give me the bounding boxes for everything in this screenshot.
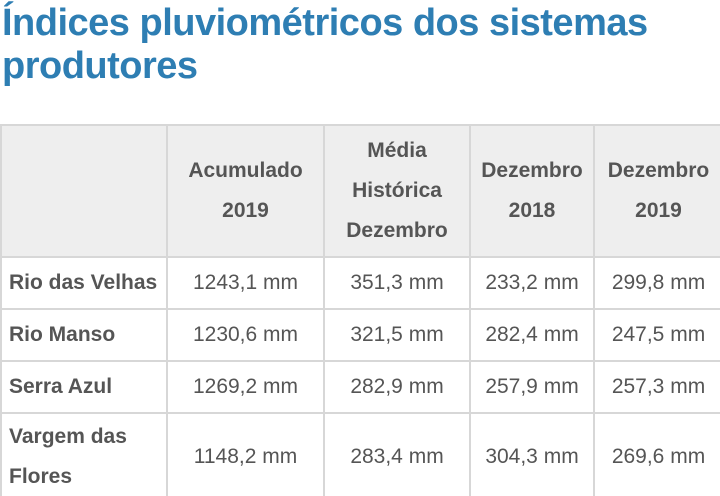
header-dezembro-2019: Dezembro 2019 — [593, 124, 720, 258]
table-cell: 1230,6 mm — [166, 308, 325, 362]
header-dezembro-2018: Dezembro 2018 — [469, 124, 595, 258]
table-cell: 269,6 mm — [593, 412, 720, 496]
table-row: Serra Azul 1269,2 mm 282,9 mm 257,9 mm 2… — [0, 360, 720, 414]
table-cell: 282,4 mm — [469, 308, 595, 362]
table-cell: 1269,2 mm — [166, 360, 325, 414]
header-acumulado-2019: Acumulado 2019 — [166, 124, 325, 258]
row-name: Rio das Velhas — [0, 256, 168, 310]
table-row: Vargem das Flores 1148,2 mm 283,4 mm 304… — [0, 412, 720, 496]
row-name: Rio Manso — [0, 308, 168, 362]
table-cell: 1243,1 mm — [166, 256, 325, 310]
page-title: Índices pluviométricos dos sistemas prod… — [2, 2, 648, 87]
table-cell: 1148,2 mm — [166, 412, 325, 496]
table-cell: 257,9 mm — [469, 360, 595, 414]
rainfall-table: Acumulado 2019 Média Histórica Dezembro … — [0, 124, 720, 496]
table-cell: 304,3 mm — [469, 412, 595, 496]
table-header-row: Acumulado 2019 Média Histórica Dezembro … — [0, 124, 720, 258]
row-name: Serra Azul — [0, 360, 168, 414]
table-cell: 283,4 mm — [323, 412, 471, 496]
row-name: Vargem das Flores — [0, 412, 168, 496]
table-cell: 351,3 mm — [323, 256, 471, 310]
table-row: Rio Manso 1230,6 mm 321,5 mm 282,4 mm 24… — [0, 308, 720, 362]
table-row: Rio das Velhas 1243,1 mm 351,3 mm 233,2 … — [0, 256, 720, 310]
table-cell: 299,8 mm — [593, 256, 720, 310]
header-cell-empty — [0, 124, 168, 258]
table-cell: 321,5 mm — [323, 308, 471, 362]
table-cell: 247,5 mm — [593, 308, 720, 362]
table-cell: 282,9 mm — [323, 360, 471, 414]
table-cell: 233,2 mm — [469, 256, 595, 310]
header-media-historica-dezembro: Média Histórica Dezembro — [323, 124, 471, 258]
table-cell: 257,3 mm — [593, 360, 720, 414]
